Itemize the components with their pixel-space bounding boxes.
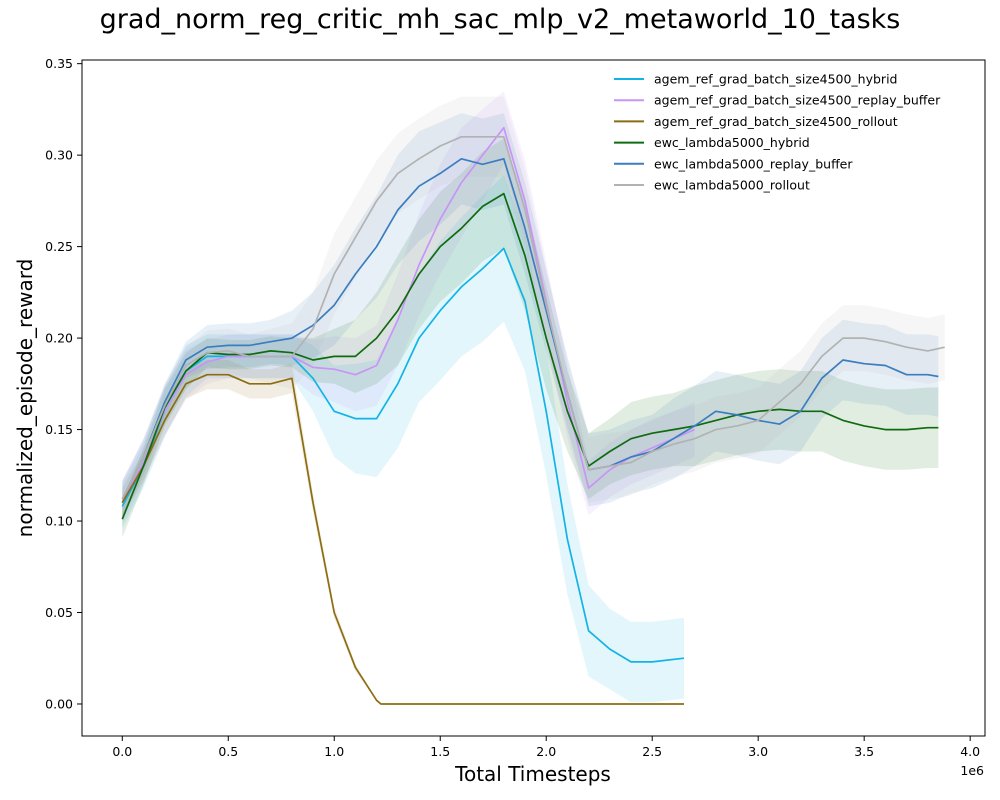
x-tick-label: 0.0 [112, 744, 132, 759]
series-band-5 [122, 96, 945, 518]
x-offset-label: 1e6 [960, 763, 984, 778]
series-band-2 [122, 360, 685, 704]
series-line-5 [121, 135, 945, 500]
series-band-0 [122, 175, 685, 703]
y-axis-label: normalized_episode_reward [13, 259, 37, 538]
series-line-3 [121, 192, 939, 520]
legend-label: agem_ref_grad_batch_size4500_hybrid [654, 72, 897, 87]
x-tick-label: 3.0 [748, 744, 768, 759]
y-tick-label: 0.35 [45, 56, 73, 71]
legend-label: ewc_lambda5000_rollout [654, 178, 810, 193]
x-tick-label: 2.0 [536, 744, 556, 759]
y-tick-label: 0.20 [45, 331, 73, 346]
x-axis-label: Total Timesteps [454, 762, 611, 786]
plot-frame [81, 59, 986, 737]
y-tick-label: 0.05 [45, 605, 73, 620]
x-tick-label: 1.5 [430, 744, 450, 759]
y-tick-label: 0.25 [45, 239, 73, 254]
y-tick-label: 0.00 [45, 696, 73, 711]
y-tick-label: 0.10 [45, 514, 73, 529]
chart-title: grad_norm_reg_critic_mh_sac_mlp_v2_metaw… [99, 4, 901, 35]
y-tick-label: 0.30 [45, 148, 73, 163]
series-line-0 [121, 247, 685, 663]
legend-label: agem_ref_grad_batch_size4500_rollout [654, 114, 898, 129]
series-line-2 [121, 373, 684, 705]
x-tick-label: 0.5 [218, 744, 238, 759]
y-tick-label: 0.15 [45, 422, 73, 437]
x-tick-label: 4.0 [960, 744, 980, 759]
legend-label: ewc_lambda5000_replay_buffer [654, 156, 853, 171]
legend: agem_ref_grad_batch_size4500_hybrid agem_… [614, 72, 941, 193]
x-tick-label: 1.0 [324, 744, 344, 759]
series-band-1 [122, 91, 695, 525]
legend-label: ewc_lambda5000_hybrid [654, 135, 810, 150]
x-tick-label: 3.5 [854, 744, 874, 759]
series-line-4 [121, 157, 939, 500]
x-tick-label: 2.5 [642, 744, 662, 759]
series-band-3 [122, 138, 939, 538]
legend-label: agem_ref_grad_batch_size4500_replay_buff… [654, 93, 941, 108]
